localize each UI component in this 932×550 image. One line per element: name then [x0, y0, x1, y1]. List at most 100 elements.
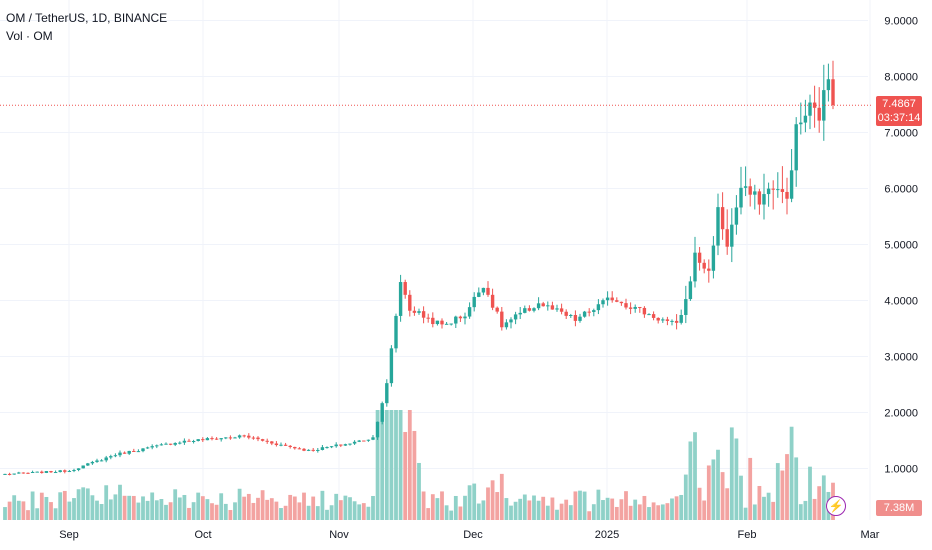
candle-body: [785, 191, 789, 199]
volume-bar: [154, 500, 159, 520]
volume-bar: [21, 501, 26, 520]
volume-bar: [775, 463, 780, 520]
candle-body: [628, 307, 633, 309]
candle-body: [164, 443, 168, 445]
volume-last-value: 7.38M: [883, 502, 915, 514]
volume-bar: [499, 473, 504, 520]
candle-body: [730, 224, 734, 247]
candle-body: [270, 441, 274, 444]
candle-body: [822, 90, 826, 121]
volume-bar: [16, 500, 21, 520]
candle-body: [104, 457, 108, 461]
time-axis[interactable]: Sep Oct Nov Dec 2025 Feb Mar: [59, 529, 880, 541]
candle-body: [228, 437, 233, 439]
lightning-icon[interactable]: ⚡: [826, 496, 846, 516]
volume-bar: [283, 505, 288, 520]
candle-body: [191, 441, 196, 443]
volume-bar: [812, 498, 817, 520]
volume-bar: [573, 491, 578, 520]
volume-bar: [729, 427, 734, 520]
volume-bar: [76, 489, 81, 520]
candle-body: [546, 305, 550, 307]
volume-bar: [536, 500, 541, 520]
volume-bar: [343, 495, 348, 520]
candle-body: [647, 314, 651, 316]
candle-body: [808, 102, 812, 116]
time-tick-label: Sep: [59, 529, 79, 541]
volume-bar: [693, 432, 697, 520]
candle-body: [743, 186, 748, 188]
volume-bar: [407, 410, 412, 520]
candle-body: [486, 287, 490, 295]
volume-bar: [251, 502, 256, 520]
volume-bar: [559, 503, 564, 520]
volume-bar: [191, 502, 196, 520]
candle-body: [702, 262, 706, 269]
candle-body: [113, 455, 118, 457]
candle-body: [389, 348, 394, 384]
candle-body: [490, 294, 495, 308]
volume-bar: [348, 497, 352, 520]
volume-bar: [168, 502, 173, 520]
candle-body: [435, 320, 440, 325]
candle-body: [826, 79, 831, 91]
candle-body: [734, 207, 739, 225]
candle-body: [320, 447, 325, 450]
candle-body: [145, 447, 150, 449]
candle-body: [495, 307, 499, 312]
candle-body: [638, 306, 642, 308]
volume-bar: [196, 492, 201, 520]
time-tick-label: Mar: [861, 529, 880, 541]
volume-bar: [601, 500, 605, 520]
volume-bar: [246, 493, 251, 520]
candle-body: [596, 304, 601, 311]
candle-body: [224, 437, 228, 439]
candle-body: [725, 229, 729, 247]
candle-body: [279, 444, 283, 446]
candle-body: [49, 471, 53, 473]
candle-body: [458, 316, 463, 319]
volume-bar: [449, 510, 454, 520]
volume-bar: [159, 499, 164, 520]
candle-body: [325, 447, 329, 449]
volume-bar: [35, 508, 40, 520]
volume-bar: [131, 495, 136, 520]
volume-bar: [357, 504, 362, 520]
volume-bar: [265, 499, 270, 520]
candle-body: [178, 442, 182, 444]
volume-bar: [472, 483, 477, 520]
candle-body: [99, 460, 104, 462]
volume-bar: [440, 491, 444, 520]
volume-bar: [228, 510, 233, 520]
candle-body: [375, 421, 380, 438]
volume-bar: [113, 494, 118, 520]
volume-bar: [591, 504, 596, 520]
volume-bar: [430, 494, 435, 520]
volume-bar: [619, 499, 624, 520]
volume-indicator-title[interactable]: Vol · OM: [6, 29, 53, 43]
candle-body: [127, 450, 131, 454]
candle-body: [306, 449, 311, 451]
volume-bar: [12, 495, 17, 520]
volume-bar: [30, 491, 35, 520]
candle-body: [716, 207, 720, 246]
price-axis[interactable]: 1.0000 2.0000 3.0000 4.0000 5.0000 6.0000 7.00…: [884, 16, 918, 476]
candle-body: [136, 451, 141, 453]
candle-body: [90, 461, 95, 464]
volume-bar: [803, 500, 808, 520]
candle-body: [67, 470, 72, 472]
candle-body: [739, 187, 743, 208]
volume-last-badge: 7.38M: [876, 500, 922, 516]
candle-body: [513, 314, 518, 320]
volume-bar: [85, 488, 90, 520]
candle-body: [463, 316, 467, 319]
candle-body: [481, 287, 486, 293]
candle-body: [504, 322, 509, 328]
volume-bar: [670, 498, 674, 520]
candle-body: [564, 311, 568, 316]
volume-bar: [426, 508, 431, 520]
volume-bar: [545, 505, 550, 520]
symbol-title[interactable]: OM / TetherUS, 1D, BINANCE: [6, 11, 168, 25]
volume-bar: [306, 505, 311, 520]
